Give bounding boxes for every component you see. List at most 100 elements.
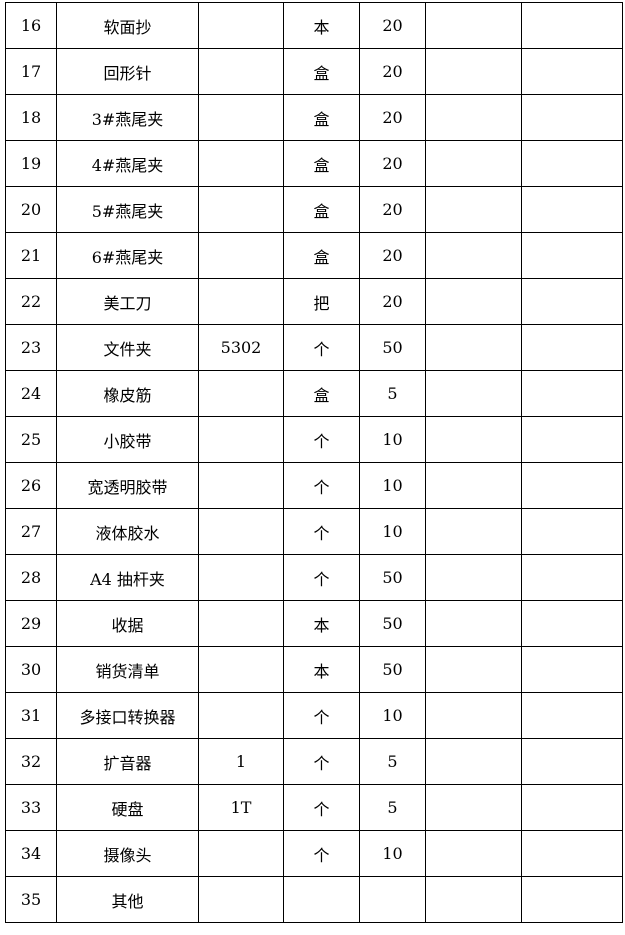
extra-col-1-cell [425, 324, 522, 371]
row-number-cell: 30 [5, 646, 57, 693]
quantity-cell: 50 [359, 324, 426, 371]
extra-col-2-cell [521, 186, 623, 233]
quantity-cell: 10 [359, 508, 426, 555]
table-row: 23 文件夹 5302 个 50 [5, 324, 623, 371]
quantity-cell: 50 [359, 600, 426, 647]
quantity-cell: 20 [359, 186, 426, 233]
extra-col-2-cell [521, 692, 623, 739]
extra-col-1-cell [425, 186, 522, 233]
unit-cell: 盒 [283, 48, 360, 95]
item-name-cell: 橡皮筋 [56, 370, 199, 417]
extra-col-2-cell [521, 508, 623, 555]
row-number-cell: 35 [5, 876, 57, 923]
specification-cell: 1T [198, 784, 284, 831]
item-name-cell: 3#燕尾夹 [56, 94, 199, 141]
unit-cell: 盒 [283, 94, 360, 141]
unit-cell: 个 [283, 554, 360, 601]
table-row: 26 宽透明胶带 个 10 [5, 462, 623, 509]
extra-col-2-cell [521, 48, 623, 95]
quantity-cell: 10 [359, 416, 426, 463]
item-name-cell: 文件夹 [56, 324, 199, 371]
table-row: 29 收据 本 50 [5, 600, 623, 647]
row-number-cell: 16 [5, 2, 57, 49]
item-name-cell: 硬盘 [56, 784, 199, 831]
extra-col-1-cell [425, 830, 522, 877]
extra-col-1-cell [425, 600, 522, 647]
table-row: 17 回形针 盒 20 [5, 48, 623, 95]
table-row: 30 销货清单 本 50 [5, 646, 623, 693]
unit-cell: 个 [283, 692, 360, 739]
extra-col-2-cell [521, 738, 623, 785]
item-name-cell: 其他 [56, 876, 199, 923]
specification-cell [198, 830, 284, 877]
quantity-cell: 20 [359, 48, 426, 95]
specification-cell [198, 370, 284, 417]
specification-cell: 5302 [198, 324, 284, 371]
specification-cell [198, 186, 284, 233]
item-name-cell: 软面抄 [56, 2, 199, 49]
extra-col-1-cell [425, 462, 522, 509]
row-number-cell: 34 [5, 830, 57, 877]
extra-col-2-cell [521, 784, 623, 831]
extra-col-2-cell [521, 554, 623, 601]
unit-cell: 个 [283, 784, 360, 831]
item-name-cell: 多接口转换器 [56, 692, 199, 739]
row-number-cell: 27 [5, 508, 57, 555]
specification-cell [198, 508, 284, 555]
unit-cell: 个 [283, 462, 360, 509]
extra-col-2-cell [521, 876, 623, 923]
extra-col-1-cell [425, 692, 522, 739]
extra-col-2-cell [521, 140, 623, 187]
quantity-cell: 10 [359, 830, 426, 877]
item-name-cell: 扩音器 [56, 738, 199, 785]
extra-col-2-cell [521, 278, 623, 325]
supplies-table: 16 软面抄本 20 17 回形针盒 20 18 3#燕尾夹盒 20 19 4#燕尾夹盒 20 20 5#… [5, 2, 623, 923]
quantity-cell: 5 [359, 370, 426, 417]
specification-cell [198, 232, 284, 279]
item-name-cell: 小胶带 [56, 416, 199, 463]
quantity-cell: 10 [359, 462, 426, 509]
table-row: 19 4#燕尾夹 盒 20 [5, 140, 623, 187]
extra-col-2-cell [521, 370, 623, 417]
unit-cell: 个 [283, 508, 360, 555]
item-name-cell: 5#燕尾夹 [56, 186, 199, 233]
row-number-cell: 20 [5, 186, 57, 233]
quantity-cell: 5 [359, 738, 426, 785]
unit-cell: 盒 [283, 186, 360, 233]
extra-col-2-cell [521, 646, 623, 693]
table-row: 28 A4 抽杆夹 个 50 [5, 554, 623, 601]
extra-col-1-cell [425, 784, 522, 831]
row-number-cell: 28 [5, 554, 57, 601]
extra-col-1-cell [425, 232, 522, 279]
extra-col-1-cell [425, 94, 522, 141]
specification-cell [198, 646, 284, 693]
unit-cell: 盒 [283, 232, 360, 279]
row-number-cell: 32 [5, 738, 57, 785]
specification-cell [198, 416, 284, 463]
quantity-cell: 20 [359, 278, 426, 325]
item-name-cell: 液体胶水 [56, 508, 199, 555]
row-number-cell: 21 [5, 232, 57, 279]
extra-col-1-cell [425, 738, 522, 785]
row-number-cell: 33 [5, 784, 57, 831]
table-row: 34 摄像头 个 10 [5, 830, 623, 877]
table-row: 25 小胶带 个 10 [5, 416, 623, 463]
extra-col-1-cell [425, 140, 522, 187]
table-row: 20 5#燕尾夹盒 20 [5, 186, 623, 233]
unit-cell: 个 [283, 416, 360, 463]
extra-col-2-cell [521, 94, 623, 141]
row-number-cell: 25 [5, 416, 57, 463]
specification-cell [198, 692, 284, 739]
quantity-cell: 20 [359, 94, 426, 141]
extra-col-2-cell [521, 416, 623, 463]
quantity-cell: 10 [359, 692, 426, 739]
table-row: 27 液体胶水 个 10 [5, 508, 623, 555]
extra-col-2-cell [521, 232, 623, 279]
item-name-cell: 4#燕尾夹 [56, 140, 199, 187]
table-row: 33 硬盘 1T 个 5 [5, 784, 623, 831]
specification-cell [198, 876, 284, 923]
unit-cell [283, 876, 360, 923]
table-row: 21 6#燕尾夹 盒 20 [5, 232, 623, 279]
quantity-cell: 5 [359, 784, 426, 831]
table-row: 24 橡皮筋 盒 5 [5, 370, 623, 417]
